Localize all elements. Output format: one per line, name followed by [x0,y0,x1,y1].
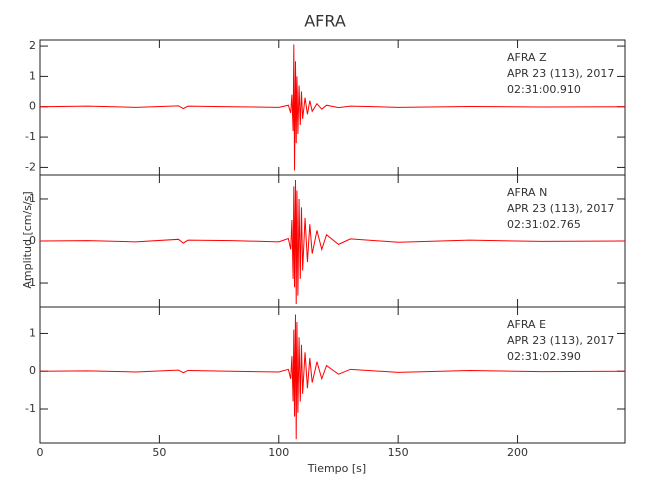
annotation: 02:31:00.910 [507,83,581,96]
y-tick-label: -1 [25,130,36,143]
waveform [39,180,626,305]
y-axis-label: Amplitud [cm/s/s] [21,191,34,288]
x-tick-label: 100 [268,446,289,459]
annotation: 02:31:02.765 [507,218,581,231]
waveform [39,44,626,171]
x-axis-label: Tiempo [s] [307,462,366,475]
y-tick-label: -2 [25,160,36,173]
y-tick-label: 0 [29,234,36,247]
annotation: APR 23 (113), 2017 [507,67,614,80]
y-tick-label: 0 [29,100,36,113]
x-tick-label: 0 [37,446,44,459]
y-tick-label: -1 [25,402,36,415]
x-tick-label: 200 [507,446,528,459]
annotation: APR 23 (113), 2017 [507,202,614,215]
annotation: 02:31:02.390 [507,350,581,363]
annotation: AFRA N [507,186,547,199]
annotation: AFRA Z [507,51,547,64]
x-tick-label: 50 [152,446,166,459]
y-tick-label: 2 [29,39,36,52]
y-tick-label: 0 [29,364,36,377]
panel-frame [39,306,626,444]
y-tick-label: 1 [29,69,36,82]
y-tick-label: 1 [29,192,36,205]
y-tick-label: 1 [29,326,36,339]
annotation: AFRA E [507,318,546,331]
chart-title: AFRA [304,12,346,31]
x-tick-label: 150 [388,446,409,459]
annotation: APR 23 (113), 2017 [507,334,614,347]
waveform [39,314,626,440]
y-tick-label: -1 [25,276,36,289]
